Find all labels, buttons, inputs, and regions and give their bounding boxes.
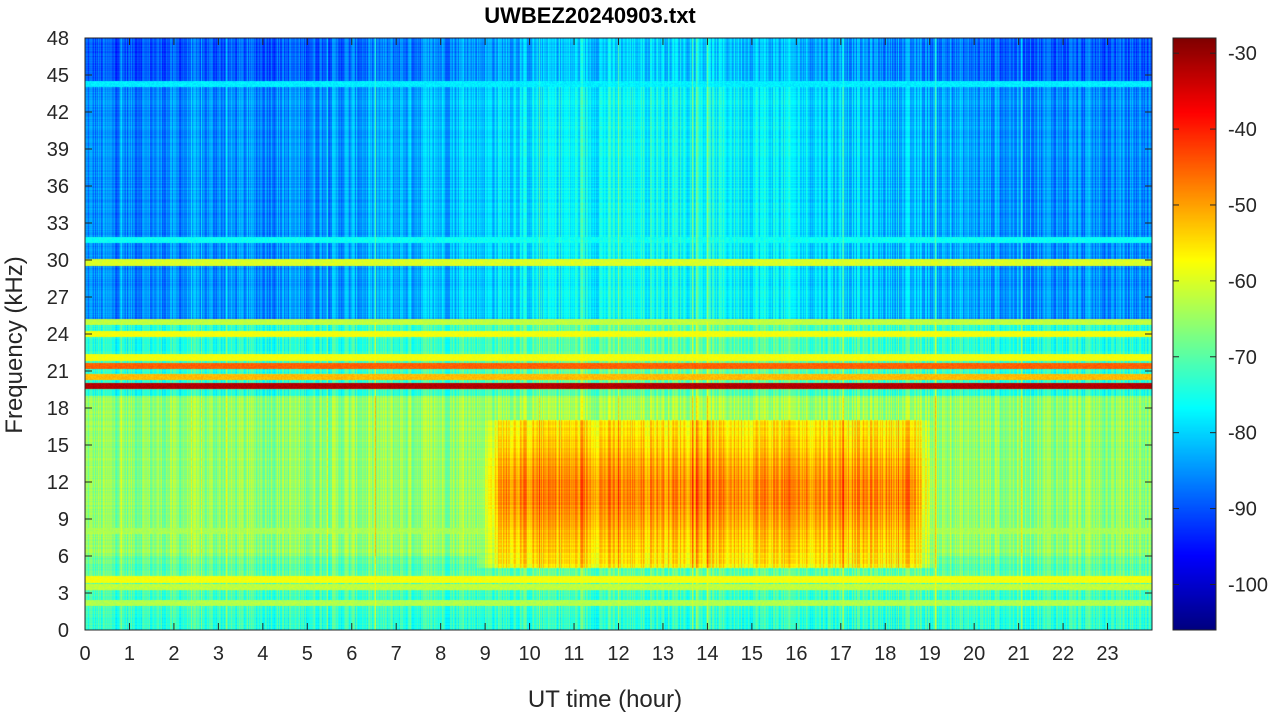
y-tick-label: 45 bbox=[47, 65, 69, 87]
chart-title: UWBEZ20240903.txt bbox=[484, 3, 696, 28]
y-axis-label: Frequency (kHz) bbox=[1, 256, 28, 433]
x-tick-label: 5 bbox=[302, 643, 313, 665]
x-tick-label: 0 bbox=[79, 643, 90, 665]
x-tick-label: 18 bbox=[874, 643, 896, 665]
colorbar-tick-label: -80 bbox=[1228, 423, 1257, 445]
y-tick-label: 27 bbox=[47, 287, 69, 309]
x-tick-label: 12 bbox=[607, 643, 629, 665]
y-tick-label: 0 bbox=[58, 620, 69, 642]
colorbar-tick-label: -60 bbox=[1228, 271, 1257, 293]
y-tick-label: 30 bbox=[47, 250, 69, 272]
x-tick-label: 15 bbox=[741, 643, 763, 665]
x-tick-label: 23 bbox=[1096, 643, 1118, 665]
x-tick-label: 3 bbox=[213, 643, 224, 665]
x-tick-label: 9 bbox=[480, 643, 491, 665]
colorbar-tick-label: -40 bbox=[1228, 119, 1257, 141]
colorbar-ticks: -100 -90 -80 -70 -60 -50 -40 -30 bbox=[1173, 43, 1268, 596]
y-tick-label: 3 bbox=[58, 583, 69, 605]
plot-area bbox=[84, 37, 1153, 631]
y-tick-label: 39 bbox=[47, 139, 69, 161]
x-axis: 0 1 2 3 4 5 6 7 8 9 10 11 12 13 14 15 16 17 18 19 20 21 22 23 bbox=[79, 38, 1119, 665]
x-tick-label: 19 bbox=[919, 643, 941, 665]
colorbar: -100 -90 -80 -70 -60 -50 -40 -30 bbox=[1172, 37, 1268, 631]
x-tick-label: 17 bbox=[830, 643, 852, 665]
colorbar-tick-label: -70 bbox=[1228, 347, 1257, 369]
x-tick-label: 2 bbox=[168, 643, 179, 665]
x-tick-label: 4 bbox=[257, 643, 268, 665]
y-tick-label: 12 bbox=[47, 472, 69, 494]
y-tick-label: 9 bbox=[58, 509, 69, 531]
y-tick-label: 6 bbox=[58, 546, 69, 568]
colorbar-tick-label: -30 bbox=[1228, 43, 1257, 65]
colorbar-tick-label: -90 bbox=[1228, 499, 1257, 521]
colorbar-frame bbox=[1172, 37, 1217, 631]
x-tick-label: 1 bbox=[124, 643, 135, 665]
x-axis-label: UT time (hour) bbox=[528, 686, 682, 713]
x-tick-label: 22 bbox=[1052, 643, 1074, 665]
y-tick-label: 24 bbox=[47, 324, 69, 346]
x-tick-label: 13 bbox=[652, 643, 674, 665]
y-tick-label: 15 bbox=[47, 435, 69, 457]
x-tick-label: 11 bbox=[564, 643, 585, 665]
y-tick-label: 18 bbox=[47, 398, 69, 420]
y-tick-label: 36 bbox=[47, 176, 69, 198]
x-tick-label: 20 bbox=[963, 643, 985, 665]
x-tick-label: 16 bbox=[785, 643, 807, 665]
y-tick-label: 42 bbox=[47, 102, 69, 124]
x-tick-label: 10 bbox=[518, 643, 540, 665]
colorbar-gradient bbox=[1173, 38, 1216, 630]
spectrogram-image bbox=[85, 38, 1152, 630]
y-tick-label: 48 bbox=[47, 28, 69, 50]
y-tick-label: 21 bbox=[47, 361, 69, 383]
x-tick-label: 14 bbox=[696, 643, 718, 665]
x-tick-label: 6 bbox=[346, 643, 357, 665]
x-tick-label: 7 bbox=[391, 643, 402, 665]
x-tick-label: 8 bbox=[435, 643, 446, 665]
y-tick-label: 33 bbox=[47, 213, 69, 235]
colorbar-tick-label: -100 bbox=[1228, 574, 1268, 596]
colorbar-tick-label: -50 bbox=[1228, 195, 1257, 217]
x-tick-label: 21 bbox=[1008, 643, 1030, 665]
